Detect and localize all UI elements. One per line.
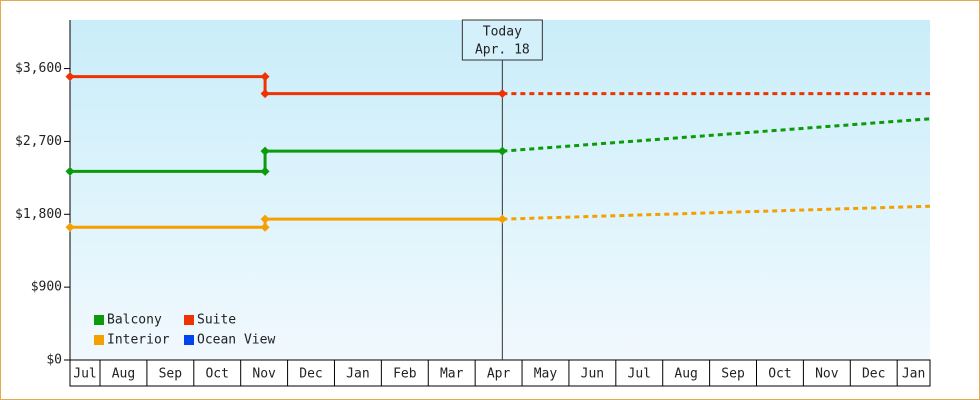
today-label: Today (483, 25, 522, 40)
x-tick-label: Jan (902, 367, 925, 382)
legend-swatch (184, 335, 194, 345)
legend-swatch (184, 315, 194, 325)
y-tick-label: $0 (46, 353, 62, 368)
legend-swatch (94, 315, 104, 325)
legend-label: Balcony (107, 313, 162, 328)
price-point (260, 72, 270, 82)
x-tick-label: Mar (440, 367, 464, 382)
x-tick-label: Aug (674, 367, 697, 382)
x-tick-label: Oct (205, 367, 228, 382)
price-point (260, 214, 270, 224)
x-tick-label: Aug (112, 367, 135, 382)
price-point (260, 89, 270, 99)
x-tick-label: Jul (628, 367, 651, 382)
x-tick-label: Jul (73, 367, 96, 382)
today-box (461, 19, 543, 61)
price-line (70, 149, 503, 173)
x-tick-label: Jan (346, 367, 369, 382)
x-tick-label: Dec (299, 367, 322, 382)
x-tick-label: Sep (721, 367, 745, 382)
price-point (260, 222, 270, 232)
x-tick-label: Feb (393, 367, 417, 382)
price-point (65, 72, 75, 82)
legend-label: Ocean View (197, 333, 275, 348)
x-tick-label: Dec (862, 367, 885, 382)
price-point (260, 166, 270, 176)
today-label: Apr. 18 (475, 43, 530, 58)
y-tick-label: $2,700 (15, 134, 62, 149)
plot-area (70, 20, 930, 360)
y-tick-label: $900 (31, 280, 62, 295)
x-tick-label: Nov (815, 367, 839, 382)
price-line (70, 75, 503, 96)
legend-label: Interior (107, 333, 170, 348)
price-point (65, 166, 75, 176)
x-tick-label: Nov (252, 367, 276, 382)
y-tick-label: $3,600 (15, 61, 62, 76)
legend-swatch (94, 335, 104, 345)
x-tick-label: Oct (768, 367, 791, 382)
price-point (260, 146, 270, 156)
y-tick-label: $1,800 (15, 207, 62, 222)
x-tick-label: May (534, 367, 558, 382)
price-point (65, 222, 75, 232)
x-tick-label: Jun (581, 367, 604, 382)
x-tick-label: Apr (487, 367, 511, 382)
legend-label: Suite (197, 313, 236, 328)
x-tick-label: Sep (159, 367, 183, 382)
